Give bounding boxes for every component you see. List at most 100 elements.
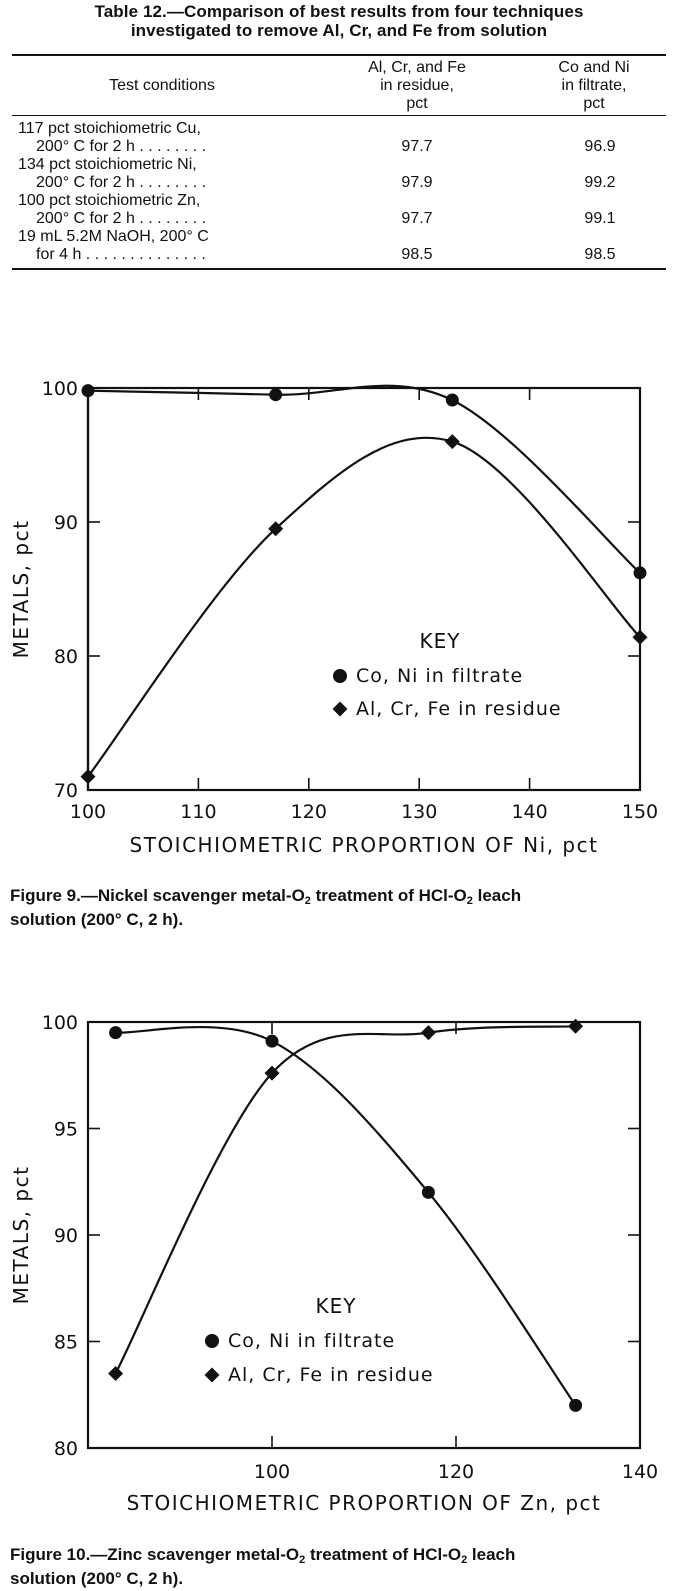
legend-label: Co, Ni in filtrate: [356, 665, 523, 687]
table-row: 134 pct stoichiometric Ni, 200° C for 2 …: [12, 156, 666, 192]
data-point-circle: [633, 566, 647, 580]
figure-10-chart: 80 85 90 95 100 100 120 140 STOICHIOMETRIC PROPO…: [9, 1012, 658, 1515]
data-point-diamond: [568, 1018, 584, 1034]
series-line-2: [114, 1025, 576, 1374]
y-tick-label: 80: [54, 646, 78, 668]
cell-condition: 117 pct stoichiometric Cu, 200° C for 2 …: [12, 116, 312, 157]
x-tick-label: 130: [401, 801, 437, 823]
condition-line-2: for 4 h . . . . . . . . . . . . . .: [36, 246, 206, 263]
figure-10-caption: Figure 10.—Zinc scavenger metal-O2 treat…: [10, 1543, 515, 1591]
legend-marker-diamond: [204, 1367, 220, 1383]
data-point-diamond: [264, 1065, 280, 1081]
data-point-circle: [265, 1034, 279, 1048]
plot-frame: [86, 386, 642, 792]
legend-label: Al, Cr, Fe in residue: [356, 698, 562, 720]
cell-residue: 97.7: [401, 210, 433, 227]
legend-marker-circle: [205, 1334, 219, 1348]
caption-text: Figure 10.—Zinc scavenger metal-O: [10, 1545, 300, 1564]
caption-text: treatment of HCl-O: [305, 1545, 462, 1564]
cell-condition: 134 pct stoichiometric Ni, 200° C for 2 …: [12, 156, 312, 192]
header-test-conditions: Test conditions: [109, 77, 215, 94]
figure-9-caption-line-2: solution (200° C, 2 h).: [10, 910, 184, 929]
caption-subscript: 2: [304, 895, 311, 907]
x-tick-label: 110: [180, 801, 216, 823]
table-caption: Table 12.—Comparison of best results fro…: [12, 2, 666, 40]
figure-9-caption-line-1: Figure 9.—Nickel scavenger metal-O2 trea…: [10, 884, 521, 908]
header-residue-line-1: Al, Cr, and Fe: [368, 59, 466, 76]
series-line-1: [87, 384, 641, 574]
condition-line-1: 100 pct stoichiometric Zn,: [18, 192, 201, 209]
table-caption-line-1: Table 12.—Comparison of best results fro…: [94, 2, 584, 21]
figure-9: 70 80 90 100 100 110 120 130 140 150 STOICHIOMETRI…: [0, 350, 678, 870]
x-tick-label: 100: [254, 1461, 290, 1483]
caption-subscript: 2: [461, 1554, 468, 1566]
y-tick-label: 100: [42, 378, 78, 400]
table-header-row: Test conditions Al, Cr, and Fe in residu…: [12, 55, 666, 116]
series-line-2: [87, 436, 641, 778]
legend-label: Co, Ni in filtrate: [228, 1330, 395, 1352]
table-row: 19 mL 5.2M NaOH, 200° C for 4 h . . . . …: [12, 228, 666, 269]
header-filtrate-line-1: Co and Ni: [558, 59, 630, 76]
caption-subscript: 2: [299, 1554, 306, 1566]
cell-residue: 97.7: [401, 138, 433, 155]
figure-10-caption-line-2: solution (200° C, 2 h).: [10, 1569, 184, 1588]
legend-marker-circle: [333, 669, 347, 683]
data-point-diamond: [268, 521, 284, 537]
cell-condition: 100 pct stoichiometric Zn, 200° C for 2 …: [12, 192, 312, 228]
x-tick-label: 140: [622, 1461, 658, 1483]
x-tick-label: 120: [291, 801, 327, 823]
caption-text: leach: [472, 886, 522, 905]
header-residue-line-3: pct: [406, 95, 428, 112]
x-tick-label: 150: [622, 801, 658, 823]
header-filtrate: Co and Ni in filtrate, pct: [522, 55, 666, 116]
data-point-circle: [269, 388, 283, 402]
x-tick-label: 100: [70, 801, 106, 823]
figure-9-chart: 70 80 90 100 100 110 120 130 140 150 STOICHIOMETRI…: [9, 378, 658, 857]
table-12: Table 12.—Comparison of best results fro…: [12, 2, 666, 270]
y-tick-label: 70: [54, 780, 78, 802]
condition-line-1: 117 pct stoichiometric Cu,: [18, 120, 201, 137]
legend-marker-diamond: [332, 701, 348, 717]
header-residue-line-2: in residue,: [380, 77, 454, 94]
y-tick-label: 80: [54, 1438, 78, 1460]
y-tick-label: 90: [54, 1225, 78, 1247]
table-row: 117 pct stoichiometric Cu, 200° C for 2 …: [12, 116, 666, 157]
x-tick-label: 120: [438, 1461, 474, 1483]
condition-line-2: 200° C for 2 h . . . . . . . .: [36, 210, 207, 227]
figure-10-caption-line-1: Figure 10.—Zinc scavenger metal-O2 treat…: [10, 1543, 515, 1567]
condition-line-1: 19 mL 5.2M NaOH, 200° C: [18, 228, 209, 245]
cell-filtrate: 98.5: [584, 246, 616, 263]
table-row: 100 pct stoichiometric Zn, 200° C for 2 …: [12, 192, 666, 228]
cell-filtrate: 99.2: [584, 174, 616, 191]
header-filtrate-line-3: pct: [583, 95, 605, 112]
data-point-circle: [445, 393, 459, 407]
cell-residue: 97.9: [401, 174, 433, 191]
y-axis-label: METALS, pct: [9, 520, 33, 659]
header-filtrate-line-2: in filtrate,: [561, 77, 627, 94]
data-point-circle: [569, 1398, 583, 1412]
x-tick-label: 140: [511, 801, 547, 823]
caption-text: treatment of HCl-O: [310, 886, 467, 905]
figure-9-caption: Figure 9.—Nickel scavenger metal-O2 trea…: [10, 884, 521, 932]
legend-title: KEY: [316, 1294, 357, 1318]
caption-text: leach: [467, 1545, 516, 1564]
condition-line-2: 200° C for 2 h . . . . . . . .: [36, 138, 207, 155]
series-line-1: [115, 1026, 577, 1407]
data-point-diamond: [420, 1025, 436, 1041]
x-axis-label: STOICHIOMETRIC PROPORTION OF Ni, pct: [130, 833, 599, 857]
cell-filtrate: 99.1: [584, 210, 616, 227]
condition-line-1: 134 pct stoichiometric Ni,: [18, 156, 197, 173]
y-tick-label: 100: [42, 1012, 78, 1034]
y-axis-label: METALS, pct: [9, 1166, 33, 1305]
data-point-circle: [81, 384, 95, 398]
cell-condition: 19 mL 5.2M NaOH, 200° C for 4 h . . . . …: [12, 228, 312, 269]
legend-label: Al, Cr, Fe in residue: [228, 1364, 434, 1386]
condition-line-2: 200° C for 2 h . . . . . . . .: [36, 174, 207, 191]
cell-residue: 98.5: [401, 246, 433, 263]
y-tick-label: 95: [54, 1119, 78, 1141]
caption-subscript: 2: [466, 895, 473, 907]
header-residue: Al, Cr, and Fe in residue, pct: [312, 55, 522, 116]
data-point-diamond: [444, 434, 460, 450]
data-point-circle: [421, 1185, 435, 1199]
caption-text: Figure 9.—Nickel scavenger metal-O: [10, 886, 305, 905]
